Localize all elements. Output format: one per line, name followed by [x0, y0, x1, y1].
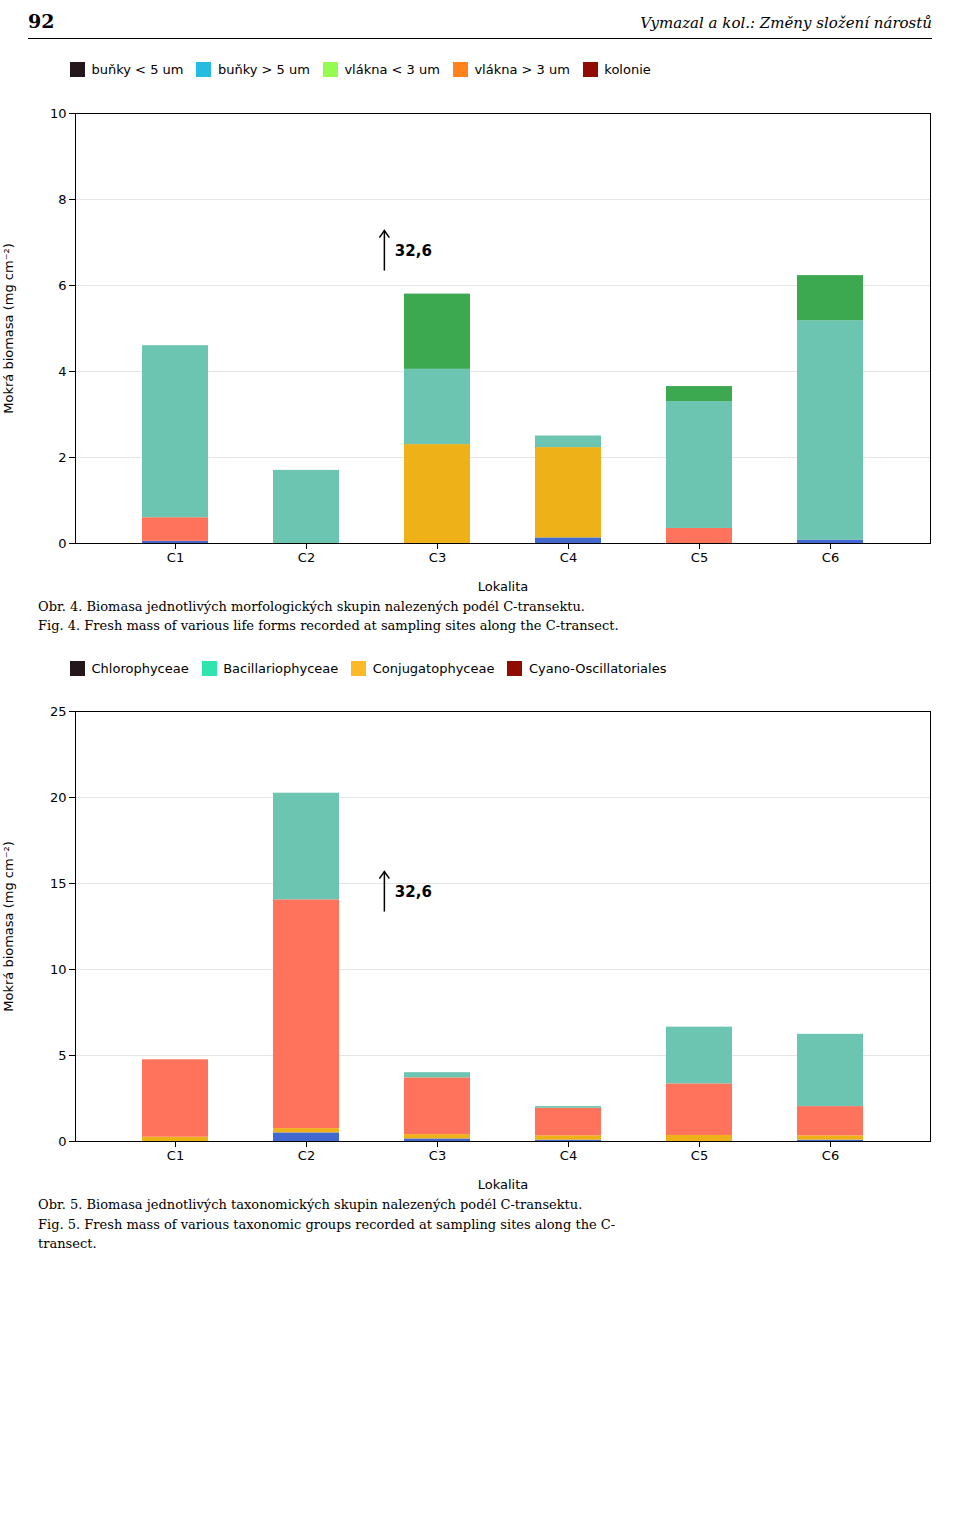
svg-text:10: 10 — [50, 105, 67, 120]
html-text:Bacillariophyceae: Bacillariophyceae — [223, 660, 339, 676]
svg-text:5: 5 — [58, 1048, 66, 1063]
svg-text:C1: C1 — [167, 1148, 184, 1163]
svg-text:0: 0 — [58, 1134, 66, 1149]
svg-text:25: 25 — [50, 704, 67, 719]
svg-text:Mokrá biomasa (mg cm⁻²): Mokrá biomasa (mg cm⁻²) — [1, 243, 16, 414]
svg-text:C1: C1 — [167, 549, 184, 564]
svg-text:Mokrá biomasa (mg cm⁻²): Mokrá biomasa (mg cm⁻²) — [1, 841, 16, 1012]
svg-text:10: 10 — [50, 962, 67, 977]
svg-text:C4: C4 — [560, 549, 577, 564]
svg-text:15: 15 — [50, 876, 67, 891]
html-text:buňky < 5 um: buňky < 5 um — [91, 62, 184, 77]
html-text:Conjugatophyceae: Conjugatophyceae — [372, 660, 495, 676]
html-text:Chlorophyceae: Chlorophyceae — [91, 660, 189, 676]
svg-text:2: 2 — [58, 449, 66, 464]
svg-text:4: 4 — [58, 363, 66, 378]
html-text:transect.: transect. — [38, 1236, 97, 1251]
svg-text:C4: C4 — [560, 1148, 577, 1163]
svg-text:C5: C5 — [691, 549, 708, 564]
html-text:92: 92 — [28, 10, 55, 32]
html-text:kolonie: kolonie — [604, 62, 651, 77]
html-text:buňky > 5 um: buňky > 5 um — [218, 62, 310, 77]
svg-text:C5: C5 — [691, 1148, 708, 1163]
html-text:vlákna < 3 um: vlákna < 3 um — [344, 62, 440, 77]
svg-text:6: 6 — [58, 277, 66, 292]
html-text:Vymazal a kol.: Změny složení: Vymazal a kol.: Změny složení nárostů — [640, 14, 932, 32]
svg-text:32,6: 32,6 — [395, 883, 432, 901]
svg-text:C6: C6 — [822, 549, 839, 564]
svg-text:C6: C6 — [822, 1148, 839, 1163]
svg-text:C2: C2 — [298, 549, 315, 564]
html-text:vlákna > 3 um: vlákna > 3 um — [474, 62, 570, 77]
html-text:Fig. 4. Fresh mass of various: Fig. 4. Fresh mass of various life forms… — [38, 618, 619, 633]
svg-text:C3: C3 — [429, 549, 446, 564]
svg-text:20: 20 — [50, 790, 67, 805]
svg-text:32,6: 32,6 — [395, 241, 432, 259]
svg-text:Lokalita: Lokalita — [478, 578, 529, 593]
svg-text:8: 8 — [58, 191, 66, 206]
svg-text:C3: C3 — [429, 1148, 446, 1163]
html-text:Obr. 5. Biomasa jednotlivých t: Obr. 5. Biomasa jednotlivých taxonomický… — [38, 1197, 583, 1212]
html-text:Cyano-Oscillatoriales: Cyano-Oscillatoriales — [528, 660, 667, 676]
html-text:Fig. 5. Fresh mass of various: Fig. 5. Fresh mass of various taxonomic … — [38, 1216, 616, 1232]
svg-text:C2: C2 — [298, 1148, 315, 1163]
svg-text:0: 0 — [58, 535, 66, 550]
html-text:Obr. 4. Biomasa jednotlivých m: Obr. 4. Biomasa jednotlivých morfologick… — [38, 598, 585, 614]
svg-text:Lokalita: Lokalita — [478, 1177, 529, 1192]
